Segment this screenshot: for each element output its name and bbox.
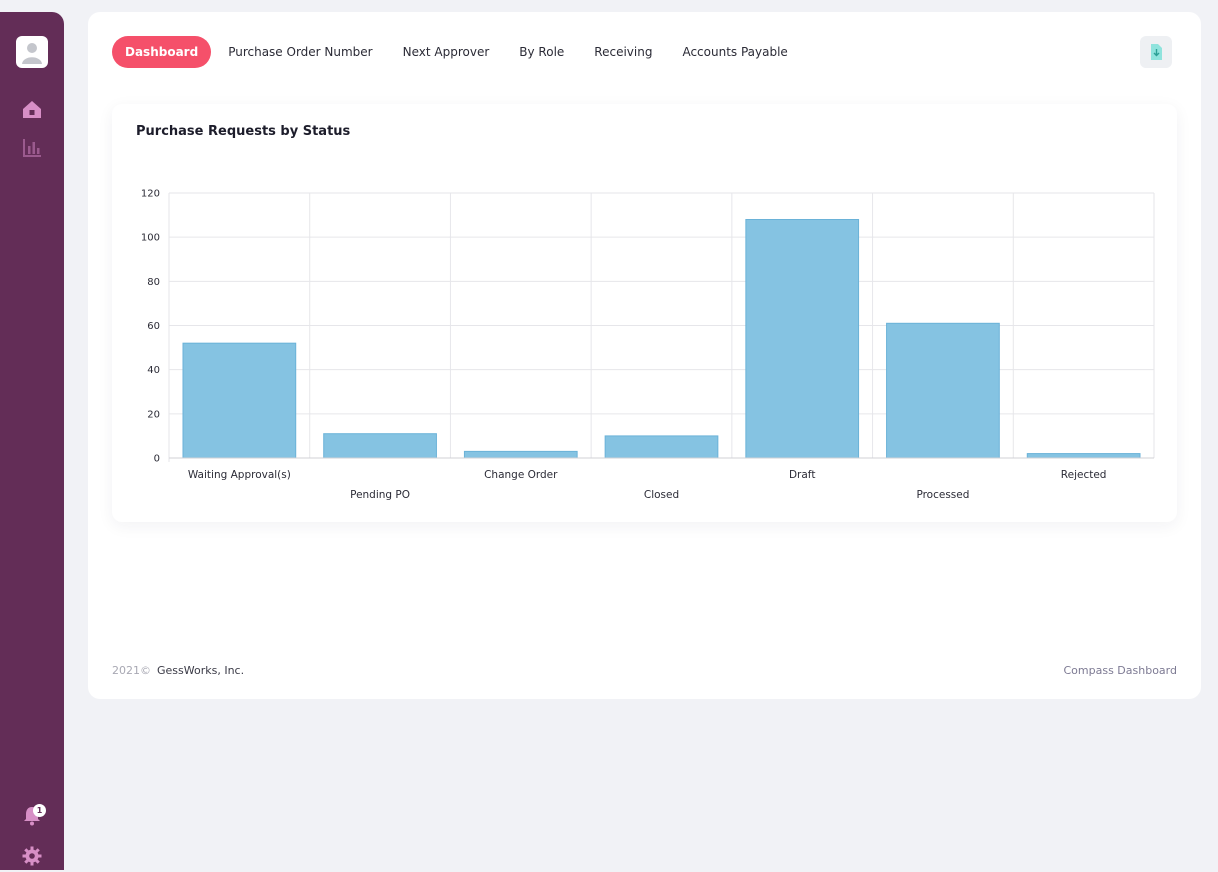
tab-bar: Dashboard Purchase Order Number Next App…	[112, 36, 805, 68]
bar-waiting-approval-s	[182, 342, 297, 459]
tab-next-approver[interactable]: Next Approver	[402, 45, 490, 59]
bar-rejected	[1026, 453, 1141, 459]
export-button[interactable]	[1140, 36, 1172, 68]
tab-dashboard[interactable]: Dashboard	[112, 36, 212, 68]
x-tick-label: Processed	[916, 489, 969, 501]
tab-accounts-payable[interactable]: Accounts Payable	[682, 45, 788, 59]
y-tick-label: 60	[147, 321, 160, 332]
main-card: Dashboard Purchase Order Number Next App…	[88, 12, 1201, 699]
home-icon[interactable]	[20, 98, 44, 122]
y-tick-label: 120	[141, 189, 160, 200]
user-avatar[interactable]	[16, 36, 48, 68]
bar-change-order	[463, 450, 578, 459]
bar-pending-po	[323, 433, 437, 459]
y-tick-label: 40	[147, 365, 160, 376]
sidebar: 1	[0, 12, 64, 870]
bar-processed	[886, 322, 1000, 459]
x-tick-label: Closed	[644, 489, 679, 501]
x-tick-label: Change Order	[484, 469, 558, 481]
bar-draft	[745, 219, 860, 459]
chart-title: Purchase Requests by Status	[136, 124, 351, 139]
tab-receiving[interactable]: Receiving	[594, 45, 653, 59]
bar-chart: 0 20 40 60 80 100 120 Waiting Approval(s) Pendin…	[141, 189, 1155, 501]
footer-copyright: 2021© GessWorks, Inc.	[112, 664, 244, 677]
tab-by-role[interactable]: By Role	[519, 45, 565, 59]
y-tick-label: 80	[147, 277, 160, 288]
y-tick-label: 100	[141, 233, 160, 244]
y-tick-label: 0	[154, 454, 160, 465]
notification-badge: 1	[33, 804, 46, 817]
footer-app-name[interactable]: Compass Dashboard	[1063, 664, 1178, 677]
x-tick-label: Rejected	[1061, 469, 1107, 481]
tab-purchase-order-number[interactable]: Purchase Order Number	[228, 45, 373, 59]
y-tick-label: 20	[147, 409, 160, 420]
gear-icon[interactable]	[20, 844, 44, 868]
footer-year: 2021©	[112, 664, 151, 677]
chart-card: Purchase Requests by Status 0 20 40 60 80 100…	[112, 104, 1177, 522]
bar-chart-icon[interactable]	[20, 136, 44, 160]
footer-company: GessWorks, Inc.	[157, 664, 245, 677]
x-tick-label: Draft	[789, 469, 815, 481]
file-export-icon	[1151, 44, 1162, 60]
x-tick-label: Pending PO	[350, 489, 410, 501]
bar-closed	[604, 435, 719, 459]
x-tick-label: Waiting Approval(s)	[188, 469, 291, 481]
